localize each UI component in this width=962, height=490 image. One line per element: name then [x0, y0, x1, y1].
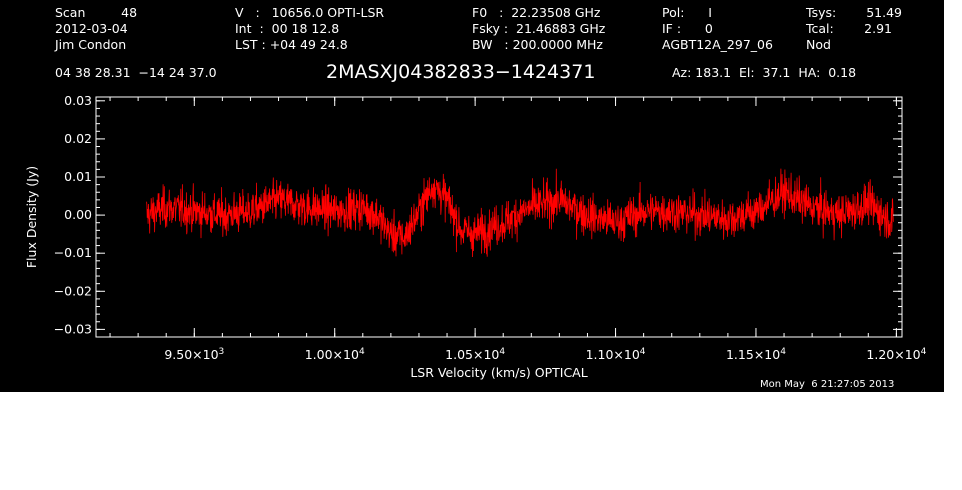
y-tick-label: −0.03 [54, 321, 92, 336]
tcal-label: Tcal: [806, 21, 834, 36]
polarization-label: Pol: I [662, 5, 712, 20]
source-name: 2MASXJ04382833−1424371 [326, 61, 596, 83]
integration-label: Int : 00 18 12.8 [235, 21, 340, 36]
x-tick-exponent: 4 [780, 347, 786, 357]
mode-label: Nod [806, 37, 831, 52]
tick-labels: 0.03 0.02 0.01 0.00 −0.01 −0.02 −0.03 9.50×103 1… [54, 93, 927, 362]
x-tick-exponent: 3 [219, 347, 225, 357]
az-el-ha-label: Az: 183.1 El: 37.1 HA: 0.18 [672, 65, 857, 80]
bandwidth-label: BW : 200.0000 MHz [472, 37, 603, 52]
y-tick-label: 0.03 [64, 93, 92, 108]
x-tick-label: 1.20×104 [866, 347, 926, 362]
y-tick-label: 0.01 [64, 169, 92, 184]
axis-ticks [96, 97, 902, 337]
flux-trace [146, 168, 894, 258]
flux-density-chart: 0.03 0.02 0.01 0.00 −0.01 −0.02 −0.03 9.50×103 1… [24, 93, 927, 380]
x-tick-exponent: 4 [640, 347, 646, 357]
tsys-label: Tsys: [806, 5, 837, 20]
lst-label: LST : +04 49 24.8 [235, 37, 348, 52]
if-label: IF : 0 [662, 21, 713, 36]
y-tick-label: 0.02 [64, 131, 92, 146]
timestamp-label: Mon May 6 21:27:05 2013 [760, 379, 895, 390]
y-tick-label: 0.00 [64, 207, 92, 222]
plot-frame [95, 96, 903, 338]
project-label: AGBT12A_297_06 [662, 37, 773, 52]
tcal-value: 2.91 [864, 21, 892, 36]
y-tick-label: −0.01 [54, 245, 92, 260]
date-label: 2012-03-04 [55, 21, 128, 36]
observer-label: Jim Condon [55, 37, 127, 52]
tsys-value: 51.49 [866, 5, 902, 20]
x-axis-label: LSR Velocity (km/s) OPTICAL [410, 365, 587, 380]
x-tick-label: 9.50×103 [164, 347, 224, 362]
y-axis-label: Flux Density (Jy) [24, 166, 39, 268]
velocity-label: V : 10656.0 OPTI-LSR [235, 5, 385, 20]
y-tick-label: −0.02 [54, 283, 92, 298]
x-tick-label: 1.15×104 [726, 347, 786, 362]
x-tick-label: 1.05×104 [445, 347, 505, 362]
rest-frequency-label: F0 : 22.23508 GHz [472, 5, 601, 20]
flux-series-line [146, 168, 894, 258]
coordinates-label: 04 38 28.31 −14 24 37.0 [55, 65, 217, 80]
x-tick-exponent: 4 [921, 347, 927, 357]
scan-label: Scan 48 [55, 5, 138, 20]
sky-frequency-label: Fsky : 21.46883 GHz [472, 21, 606, 36]
x-tick-label: 1.00×104 [305, 347, 365, 362]
x-tick-exponent: 4 [499, 347, 505, 357]
x-tick-exponent: 4 [359, 347, 365, 357]
x-tick-label: 1.10×104 [586, 347, 646, 362]
